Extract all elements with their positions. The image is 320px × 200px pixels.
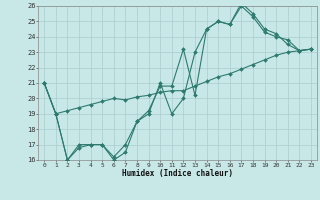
X-axis label: Humidex (Indice chaleur): Humidex (Indice chaleur)	[122, 169, 233, 178]
